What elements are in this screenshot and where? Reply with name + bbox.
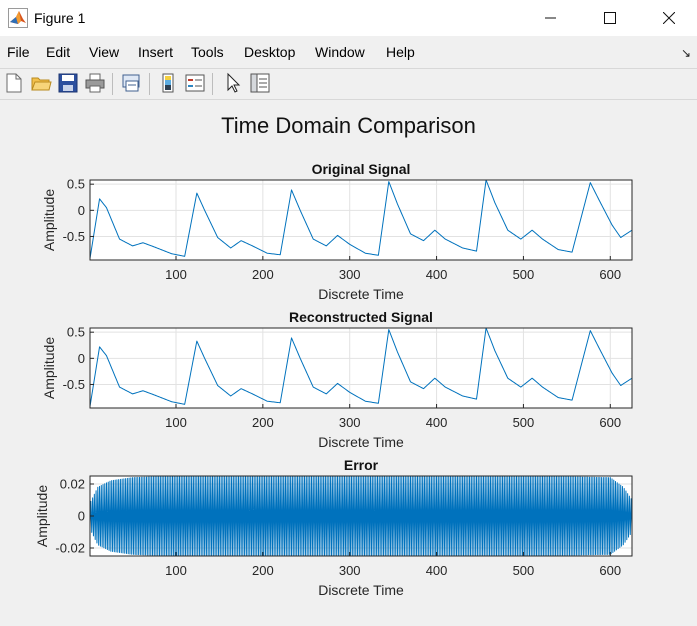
x-tick-label: 400 bbox=[426, 563, 448, 578]
x-tick-label: 600 bbox=[599, 415, 621, 430]
x-tick-label: 300 bbox=[339, 563, 361, 578]
x-tick-label: 600 bbox=[599, 267, 621, 282]
matlab-logo-icon bbox=[8, 8, 28, 28]
maximize-button[interactable] bbox=[587, 0, 633, 36]
save-icon[interactable] bbox=[57, 72, 79, 94]
menu-tools[interactable]: Tools bbox=[191, 44, 224, 60]
window-title: Figure 1 bbox=[34, 10, 86, 26]
x-tick-label: 600 bbox=[599, 563, 621, 578]
y-tick-label: 0.5 bbox=[67, 325, 85, 340]
y-tick-label: -0.5 bbox=[63, 377, 85, 392]
x-tick-label: 500 bbox=[513, 415, 535, 430]
axes-background bbox=[90, 180, 632, 260]
x-tick-label: 100 bbox=[165, 267, 187, 282]
y-tick-label: 0.02 bbox=[60, 477, 85, 492]
legend-icon[interactable] bbox=[184, 72, 206, 94]
x-tick-label: 200 bbox=[252, 267, 274, 282]
menu-bar: File Edit View Insert Tools Desktop Wind… bbox=[0, 40, 697, 64]
menu-view[interactable]: View bbox=[89, 44, 120, 60]
y-tick-label: 0 bbox=[78, 351, 85, 366]
axes-frame bbox=[89, 327, 633, 409]
close-icon bbox=[663, 12, 675, 24]
y-tick-label: 0 bbox=[78, 203, 85, 218]
x-tick-label: 200 bbox=[252, 415, 274, 430]
y-tick-label: 0.5 bbox=[67, 177, 85, 192]
figure-title: Time Domain Comparison bbox=[221, 113, 476, 138]
series-line bbox=[89, 327, 633, 407]
maximize-icon bbox=[604, 12, 616, 24]
x-axis-label: Discrete Time bbox=[318, 434, 404, 450]
plot-title: Error bbox=[344, 457, 379, 473]
menu-window[interactable]: Window bbox=[315, 44, 365, 60]
new-figure-icon[interactable] bbox=[3, 72, 25, 94]
close-button[interactable] bbox=[646, 0, 692, 36]
pointer-icon[interactable] bbox=[222, 72, 244, 94]
toolbar-separator bbox=[212, 73, 213, 95]
x-tick-label: 400 bbox=[426, 415, 448, 430]
x-tick-label: 200 bbox=[252, 563, 274, 578]
menu-desktop[interactable]: Desktop bbox=[244, 44, 296, 60]
x-tick-label: 100 bbox=[165, 563, 187, 578]
y-axis-label: Amplitude bbox=[34, 485, 50, 547]
window-title-bar: Figure 1 bbox=[0, 0, 697, 36]
print-icon[interactable] bbox=[84, 72, 106, 94]
x-tick-label: 300 bbox=[339, 267, 361, 282]
y-axis-label: Amplitude bbox=[41, 189, 57, 251]
y-tick-label: -0.5 bbox=[63, 229, 85, 244]
x-axis-label: Discrete Time bbox=[318, 582, 404, 598]
axes-background bbox=[90, 328, 632, 408]
minimize-icon bbox=[545, 17, 556, 19]
menu-insert[interactable]: Insert bbox=[138, 44, 174, 60]
axes-frame bbox=[89, 179, 633, 261]
link-plot-icon[interactable] bbox=[120, 72, 142, 94]
x-tick-label: 400 bbox=[426, 267, 448, 282]
figure-toolbar bbox=[0, 68, 697, 100]
minimize-button[interactable] bbox=[528, 0, 574, 36]
menu-help[interactable]: Help bbox=[386, 44, 415, 60]
y-axis-label: Amplitude bbox=[41, 337, 57, 399]
x-tick-label: 100 bbox=[165, 415, 187, 430]
open-file-icon[interactable] bbox=[30, 72, 52, 94]
menu-file[interactable]: File bbox=[7, 44, 30, 60]
y-tick-label: 0 bbox=[78, 509, 85, 524]
series-line bbox=[89, 179, 633, 259]
property-editor-icon[interactable] bbox=[249, 72, 271, 94]
x-tick-label: 500 bbox=[513, 563, 535, 578]
x-tick-label: 500 bbox=[513, 267, 535, 282]
y-tick-label: -0.02 bbox=[55, 541, 85, 556]
x-tick-label: 300 bbox=[339, 415, 361, 430]
plot-title: Original Signal bbox=[312, 161, 411, 177]
plot-title: Reconstructed Signal bbox=[289, 309, 433, 325]
dock-arrow-icon[interactable]: ↘ bbox=[680, 46, 691, 60]
menu-edit[interactable]: Edit bbox=[46, 44, 71, 60]
toolbar-separator bbox=[149, 73, 150, 95]
x-axis-label: Discrete Time bbox=[318, 286, 404, 302]
colorbar-icon[interactable] bbox=[157, 72, 179, 94]
toolbar-separator bbox=[112, 73, 113, 95]
